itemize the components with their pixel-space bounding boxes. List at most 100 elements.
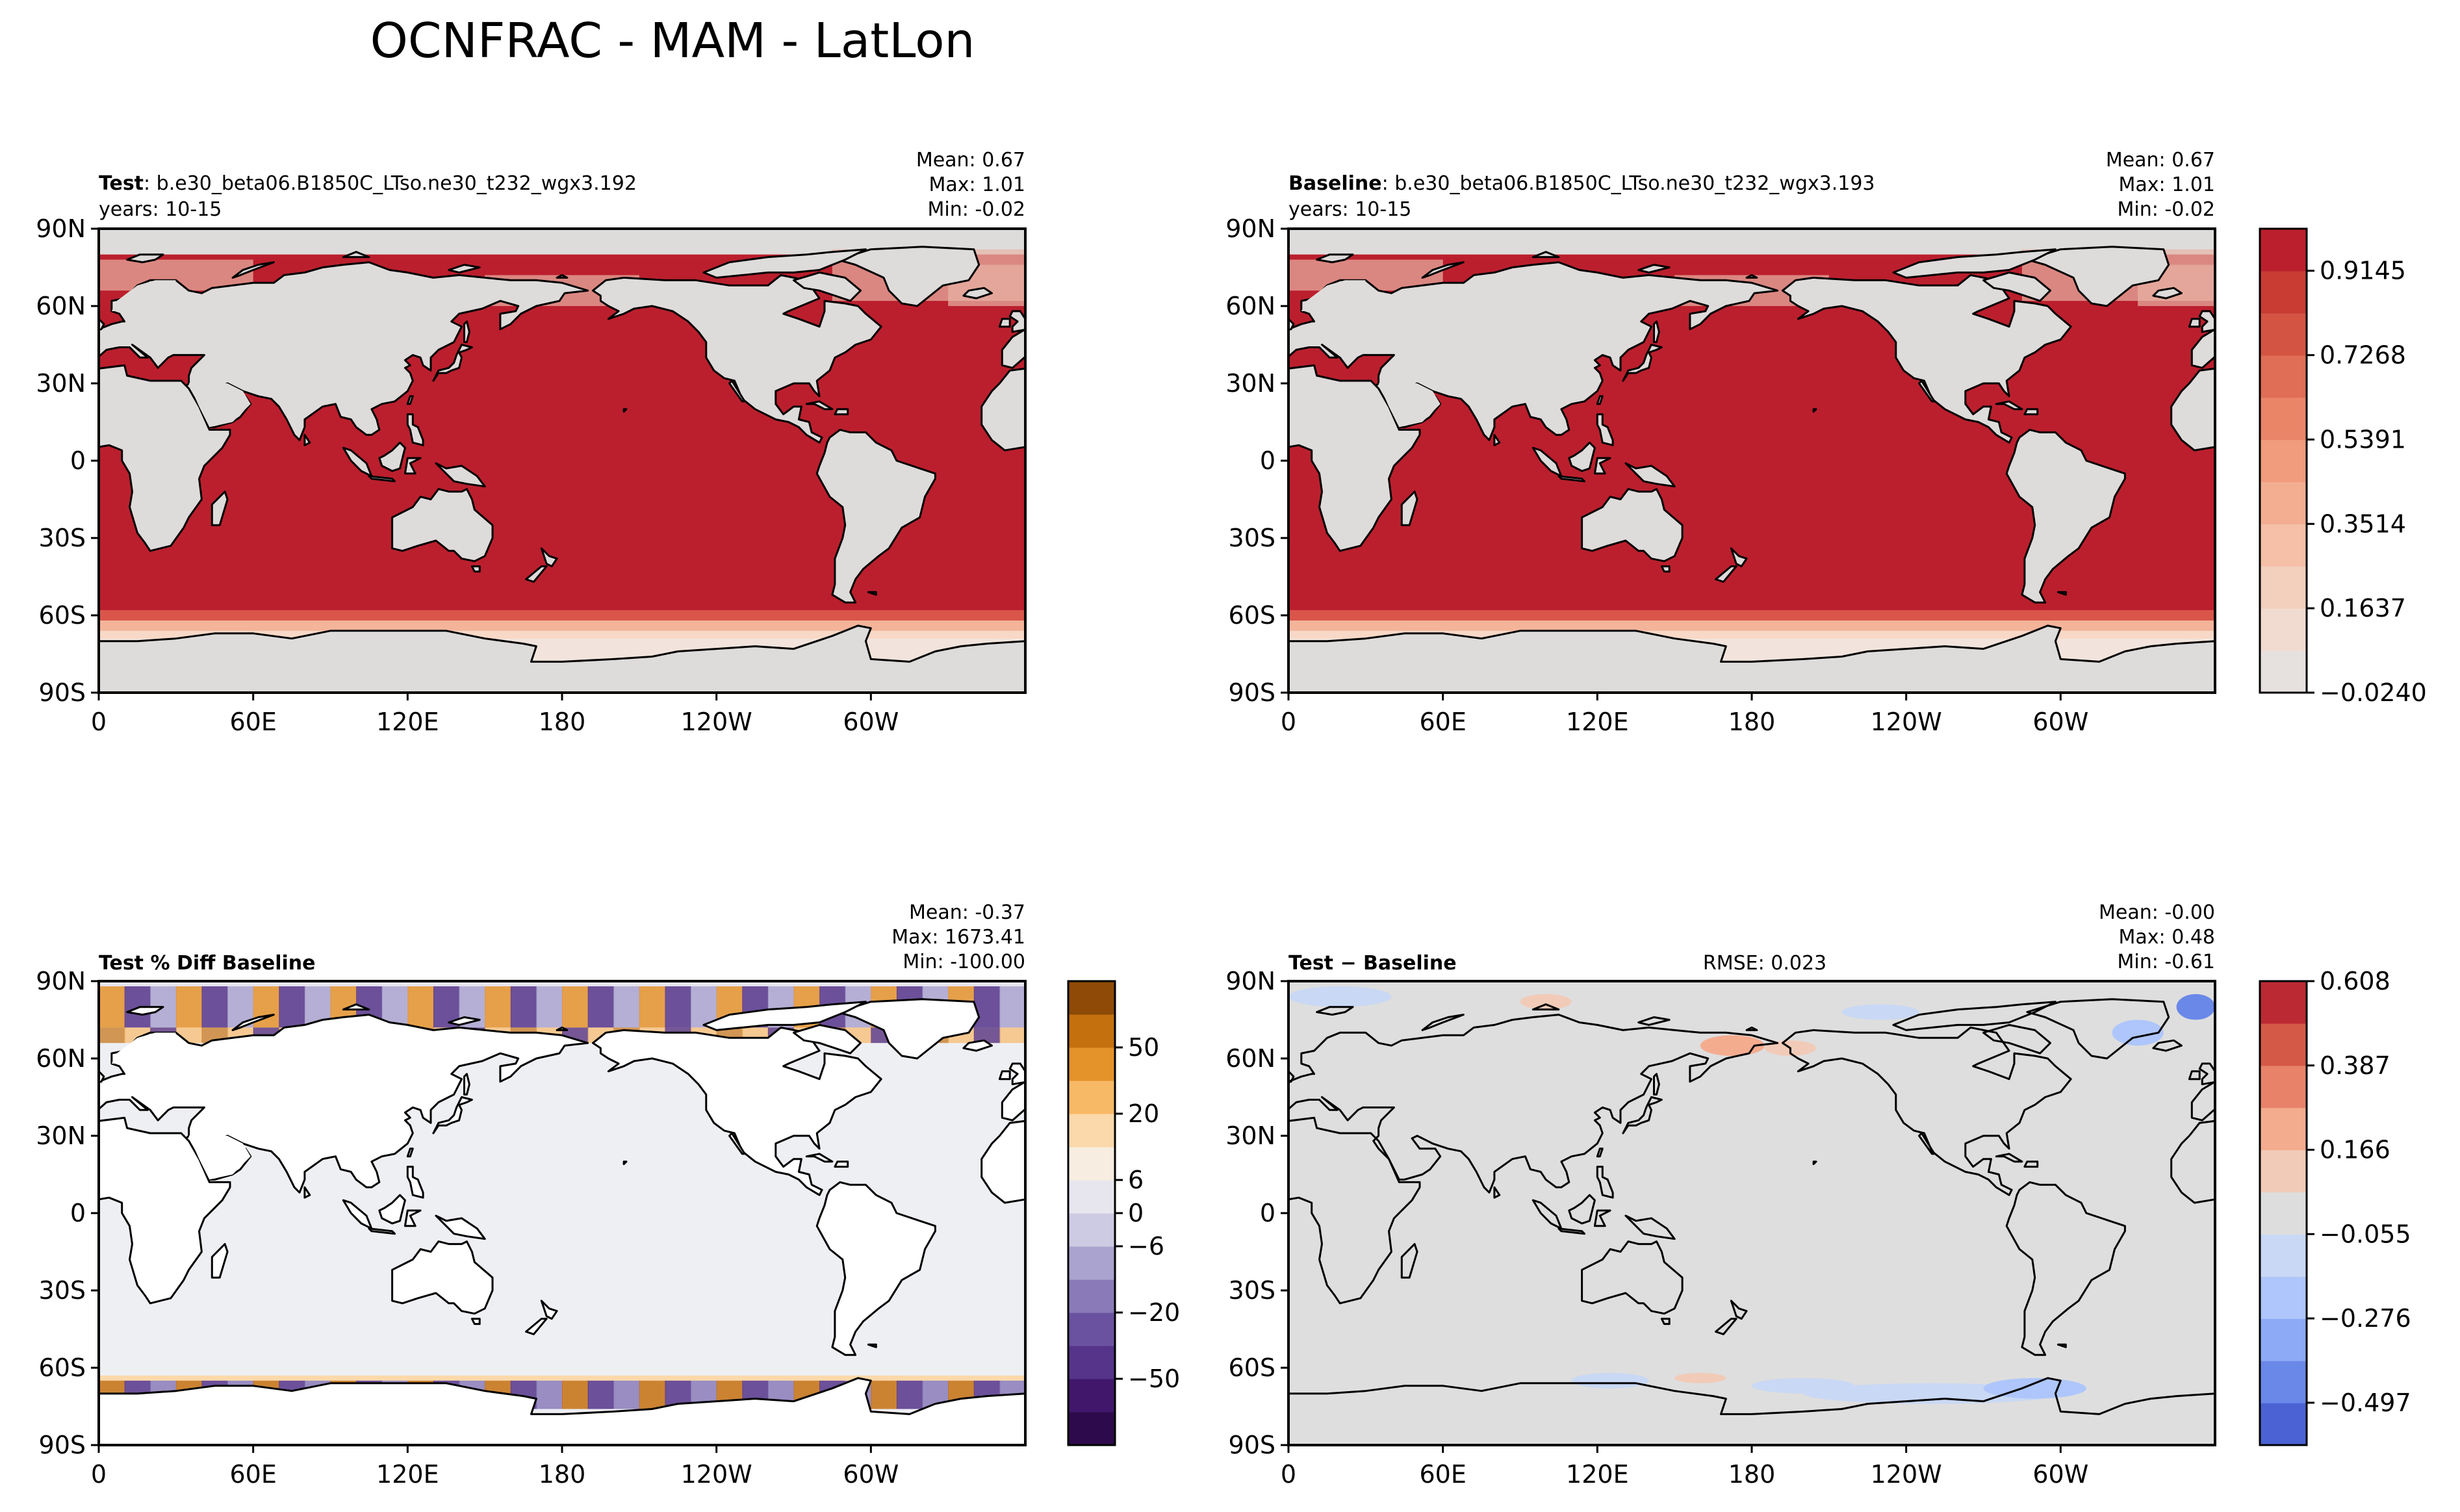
map-area [1288,229,2215,693]
land-new-zealand-s [525,1318,548,1335]
pct-cell [562,986,589,1028]
land-hispaniola [834,1160,849,1168]
seaice-band [1288,610,2215,621]
colorbar-tick-label: −6 [1128,1232,1164,1261]
y-tick-label: 60N [1225,292,1275,320]
land-greenland [2026,246,2170,307]
land-sri-lanka [1493,433,1501,446]
land-wrangel [1745,274,1758,279]
land-hawaii [1812,408,1817,413]
x-tick-label: 60W [843,1460,899,1489]
y-tick-label: 90N [36,967,86,995]
land-ireland [2188,318,2201,328]
map-area [99,981,1025,1445]
pct-cell [175,986,203,1028]
panel-stat: Max: 1.01 [929,173,1025,196]
land-wrangel [556,1026,569,1031]
land-antarctica [1288,624,2215,693]
land-borneo [378,1194,406,1225]
y-tick-label: 30N [1225,369,1275,398]
land-svalbard [1316,253,1354,264]
land-sakhalin [463,1073,470,1096]
colorbar-level [1068,1081,1115,1114]
x-tick-label: 0 [1281,708,1296,736]
land-tasmania [1660,1318,1671,1326]
y-tick-label: 90S [1229,678,1275,707]
y-tick-label: 30S [39,524,86,552]
land-baffin [793,271,862,302]
pct-cell [485,986,511,1028]
land-africa [99,364,231,552]
land-hispaniola [2023,408,2039,416]
land-south-america [815,428,936,604]
colorbar-tick-label: −0.497 [2320,1389,2411,1417]
panel-stat: Mean: -0.00 [2099,901,2215,924]
land-sulawesi [1593,1209,1611,1227]
land-novaya-zemlya [1421,1014,1465,1031]
colorbar-tick-label: 0.5391 [2320,425,2406,454]
land-africa [99,1116,231,1305]
x-tick-label: 120W [1871,1460,1942,1489]
land-canadian-islands [702,1001,867,1031]
y-tick-label: 60S [1229,1353,1275,1382]
land-britain [2198,1062,2215,1086]
panel-diff: 0 60E 120E 180 120W 60W 90N 60N 30N 0 30S 60S 90S Tes… [1225,901,2411,1489]
panel-stat: Min: -0.61 [2118,951,2216,973]
land-africa [1288,1116,1421,1305]
land-arabia-fill [1378,378,1441,428]
colorbar-level [2260,439,2307,483]
land-canadian-islands [702,248,867,279]
land-canadian-islands [1892,248,2056,279]
land-hawaii [622,408,628,413]
land-philippines [1596,1166,1614,1199]
anomaly-patch [1674,1372,1726,1383]
colorbar-level [2260,1107,2307,1151]
x-tick-label: 60W [843,708,899,736]
land-africa [980,1120,1025,1204]
x-tick-label: 120E [1566,708,1629,736]
colorbar-level [1068,1180,1115,1214]
land-japan [432,344,473,382]
land-south-america [2005,428,2126,604]
land-madagascar [1400,491,1418,526]
colorbar-tick-label: −50 [1128,1365,1180,1393]
x-tick-label: 60W [2032,1460,2088,1489]
y-tick-label: 30N [1225,1121,1275,1150]
land-severnaya [1531,251,1560,259]
land-tasmania [470,565,481,573]
land-madagascar [211,491,229,526]
land-sakhalin [1653,1073,1660,1096]
panel-label-case: : b.e30_beta06.B1850C_LTso.ne30_t232_wgx… [144,172,637,195]
land-new-guinea [435,462,486,488]
colorbar-level [1068,1147,1115,1181]
y-tick-label: 90N [1225,967,1275,995]
pct-cell [201,986,229,1028]
land-britain [2198,310,2215,333]
land-north-america [1782,1026,2072,1196]
panel-stat: Max: 1673.41 [891,926,1025,949]
land-sulawesi [1593,457,1611,475]
colorbar-tick-label: 0.9145 [2320,257,2406,285]
panel-test: 0 60E 120E 180 120W 60W 90N 60N 30N 0 30S 60S 90S Tes… [36,149,1027,736]
land-australia [391,1240,494,1315]
land-borneo [378,441,406,472]
colorbar-tick-label: 0.387 [2320,1051,2390,1080]
colorbar-level [2260,355,2307,398]
land-new-guinea [1624,1214,1676,1240]
land-africa [1288,364,1421,552]
x-tick-label: 120W [681,708,752,736]
land-sulawesi [404,457,422,475]
land-cuba [805,1153,834,1163]
land-falklands [867,591,877,596]
y-tick-label: 60N [1225,1044,1275,1073]
land-scandinavia-fill [111,1032,176,1069]
land-new-guinea [435,1214,486,1240]
land-svalbard [1316,1006,1354,1016]
colorbar-tick-label: −0.0240 [2320,678,2427,707]
land-madagascar [1400,1243,1418,1279]
land-borneo [1568,1194,1596,1225]
x-tick-label: 120E [376,708,439,736]
map-area [99,229,1025,693]
x-tick-label: 60E [229,1460,276,1489]
